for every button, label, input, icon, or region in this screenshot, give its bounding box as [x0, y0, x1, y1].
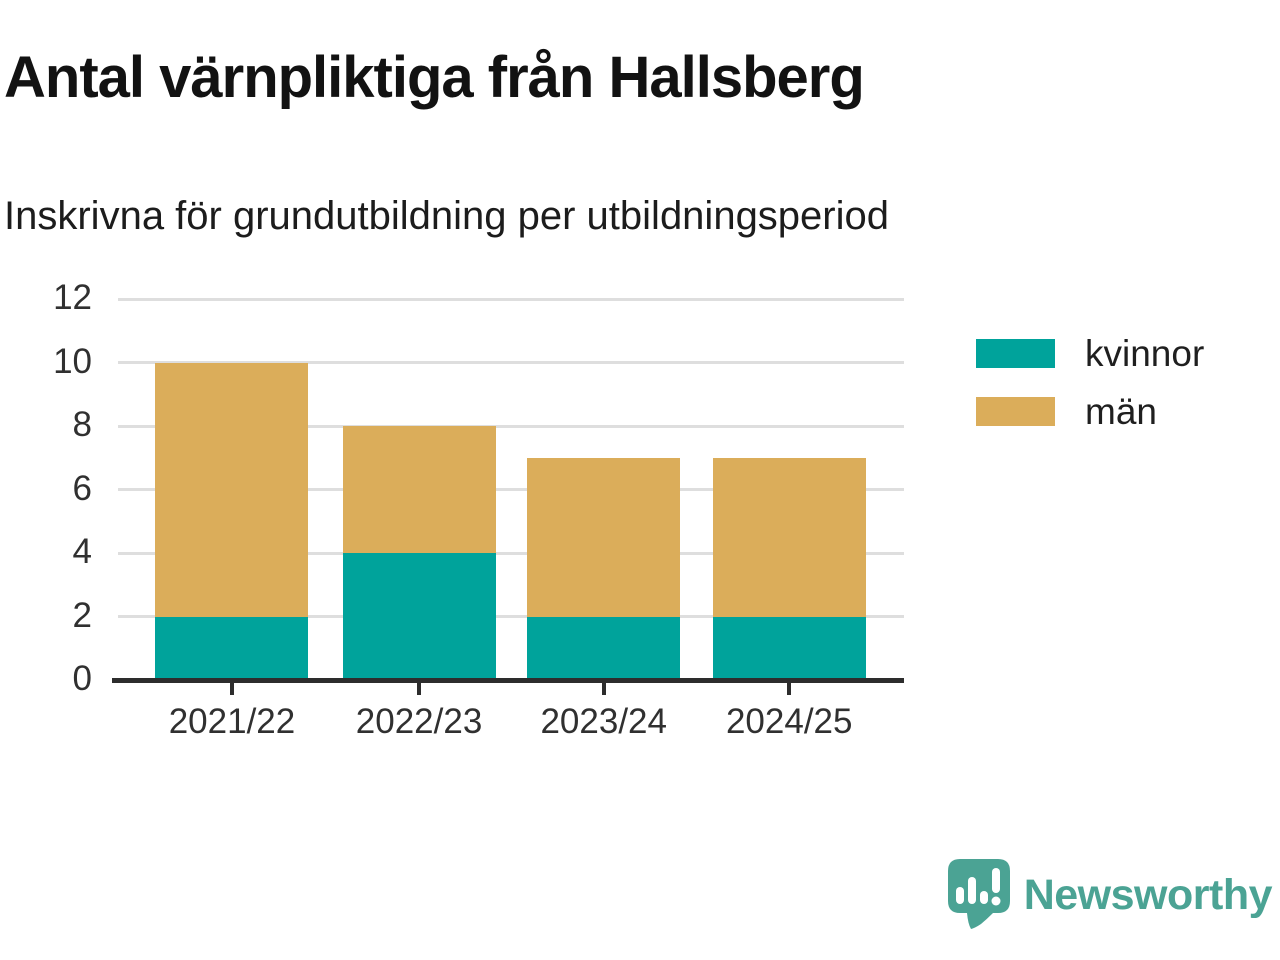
bar-segment-2023-24-kvinnor: [527, 616, 681, 680]
legend-item-kvinnor: kvinnor: [976, 333, 1204, 374]
gridline-y-12: [118, 297, 904, 301]
chart-title: Antal värnpliktiga från Hallsberg: [4, 45, 865, 110]
gridline-y-10: [118, 361, 904, 364]
gridline-y-6: [118, 488, 904, 491]
legend-swatch-män: [976, 397, 1055, 426]
bar-segment-2022-23-kvinnor: [342, 553, 496, 680]
x-tick-label: 2021/22: [168, 702, 296, 741]
x-axis-line: [112, 677, 904, 683]
legend-label: kvinnor: [1085, 332, 1205, 374]
x-tick-mark: [787, 682, 792, 695]
x-tick-label: 2023/24: [540, 702, 667, 741]
y-tick-label: 12: [53, 278, 92, 317]
x-tick-mark: [229, 682, 234, 695]
chart-subtitle: Inskrivna för grundutbildning per utbild…: [4, 194, 889, 238]
gridline-y-4: [118, 551, 904, 555]
newsworthy-wordmark: Newsworthy: [1023, 870, 1273, 919]
bar-segment-2024-25-kvinnor: [712, 616, 866, 680]
gridline-y-8: [118, 424, 904, 428]
bar-segment-2023-24-män: [527, 457, 681, 617]
legend-swatch-kvinnor: [976, 339, 1055, 368]
legend: kvinnor män: [976, 333, 1204, 455]
y-tick-label: 2: [72, 595, 92, 635]
y-tick-label: 10: [53, 341, 92, 381]
y-tick-label: 0: [72, 659, 92, 698]
x-tick-label: 2022/23: [355, 702, 483, 741]
gridline-y-2: [118, 615, 904, 618]
x-tick-label: 2024/25: [725, 702, 853, 741]
x-tick-mark: [601, 682, 606, 695]
y-tick-label: 6: [72, 468, 92, 508]
y-tick-label: 4: [72, 532, 92, 571]
bar-segment-2022-23-män: [342, 426, 496, 553]
legend-label: män: [1085, 390, 1157, 432]
bar-segment-2024-25-män: [712, 457, 866, 617]
bar-segment-2021-22-män: [155, 362, 309, 617]
branding: Newsworthy: [947, 858, 1273, 932]
y-tick-label: 8: [72, 405, 92, 444]
x-tick-mark: [417, 682, 422, 695]
bar-segment-2021-22-kvinnor: [155, 616, 309, 680]
legend-item-män: män: [976, 391, 1204, 432]
newsworthy-logo-icon: [947, 859, 1010, 929]
